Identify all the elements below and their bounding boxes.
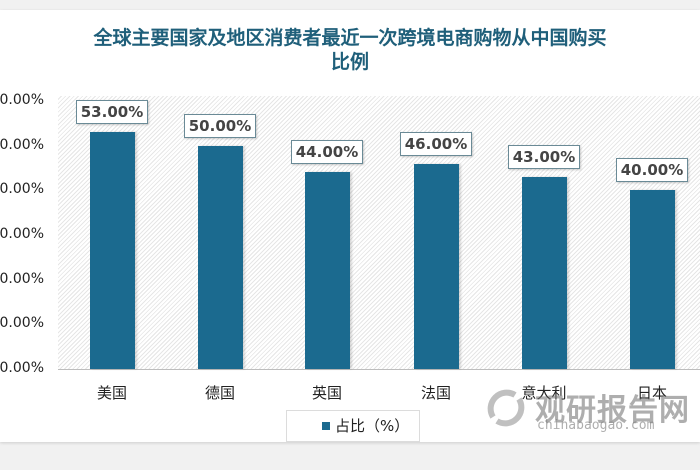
- y-tick-label: 0.00%: [0, 226, 44, 242]
- bar: [198, 145, 243, 369]
- legend-swatch: [322, 422, 330, 430]
- title-line-1: 全球主要国家及地区消费者最近一次跨境电商购物从中国购买: [93, 27, 607, 49]
- legend-label: 占比（%）: [335, 417, 410, 435]
- x-axis-line: [58, 369, 700, 370]
- bar: [522, 176, 567, 369]
- watermark-cn: 观研报告网: [535, 393, 690, 428]
- x-category-label: 英国: [311, 384, 342, 402]
- bar: [90, 132, 135, 369]
- x-category-label: 美国: [96, 384, 127, 402]
- watermark: 观研报告网 chinabaogao.com: [485, 385, 700, 440]
- watermark-logo-icon: [487, 389, 525, 427]
- data-label: 53.00%: [76, 100, 148, 125]
- chart-title: 全球主要国家及地区消费者最近一次跨境电商购物从中国购买 比例: [0, 26, 700, 74]
- plot-area: [58, 96, 700, 369]
- y-tick-label: 0.00%: [0, 315, 44, 332]
- legend: 占比（%）: [286, 410, 420, 442]
- y-tick-label: 0.00%: [0, 92, 44, 108]
- data-label: 50.00%: [184, 113, 256, 138]
- x-category-label: 日本: [636, 384, 667, 402]
- y-tick-label: 0.00%: [0, 360, 44, 376]
- y-tick-label: 0.00%: [0, 181, 44, 198]
- watermark-en: chinabaogao.com: [537, 418, 655, 433]
- title-line-2: 比例: [330, 51, 369, 73]
- x-category-label: 意大利: [521, 384, 567, 402]
- data-label: 40.00%: [616, 158, 688, 183]
- data-label: 43.00%: [508, 144, 580, 169]
- data-label: 44.00%: [291, 140, 363, 165]
- x-category-label: 德国: [204, 384, 235, 402]
- x-category-label: 法国: [420, 384, 451, 402]
- bar: [630, 190, 675, 369]
- bar: [414, 163, 459, 369]
- y-tick-label: 0.00%: [0, 270, 44, 287]
- y-tick-label: 0.00%: [0, 136, 44, 153]
- bar: [305, 172, 350, 369]
- data-label: 46.00%: [400, 131, 472, 156]
